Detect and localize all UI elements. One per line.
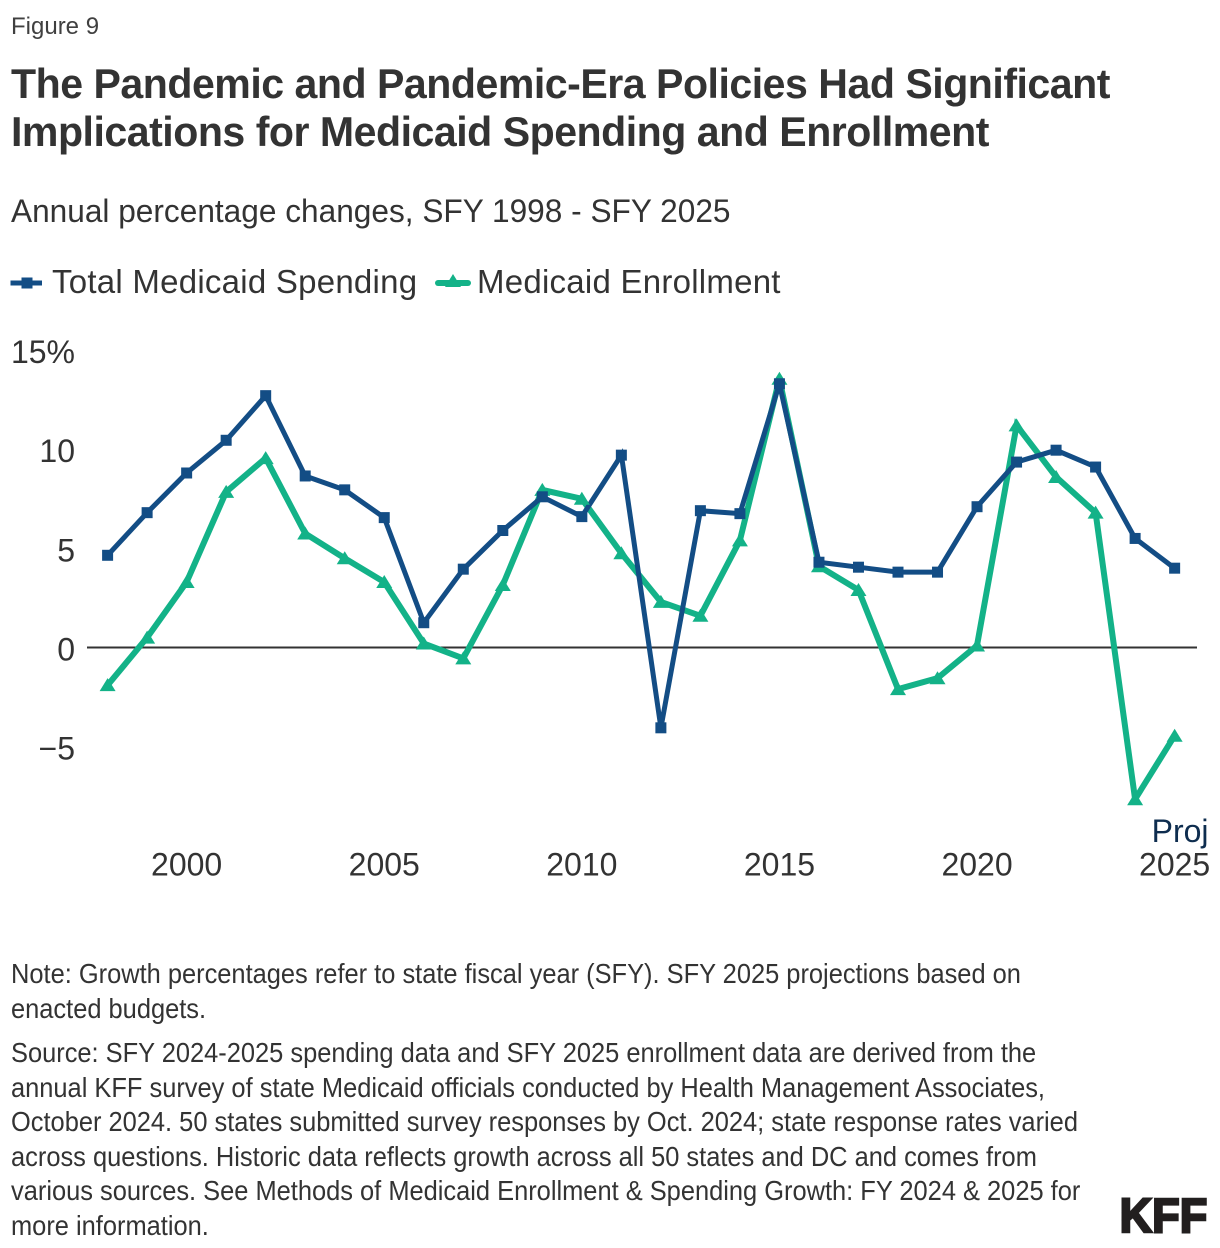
svg-text:15%: 15%	[11, 334, 75, 370]
svg-text:2000: 2000	[151, 847, 222, 883]
svg-text:2005: 2005	[349, 847, 420, 883]
svg-text:2025: 2025	[1139, 847, 1210, 883]
svg-text:10: 10	[39, 433, 75, 469]
svg-text:2020: 2020	[941, 847, 1012, 883]
svg-text:Medicaid Enrollment: Medicaid Enrollment	[477, 263, 781, 300]
svg-text:Total Medicaid Spending: Total Medicaid Spending	[52, 263, 417, 300]
svg-text:2015: 2015	[744, 847, 815, 883]
svg-text:2010: 2010	[546, 847, 617, 883]
svg-text:0: 0	[57, 632, 75, 668]
svg-text:−5: −5	[39, 731, 75, 767]
svg-text:5: 5	[57, 532, 75, 568]
svg-text:Proj: Proj	[1152, 813, 1209, 849]
